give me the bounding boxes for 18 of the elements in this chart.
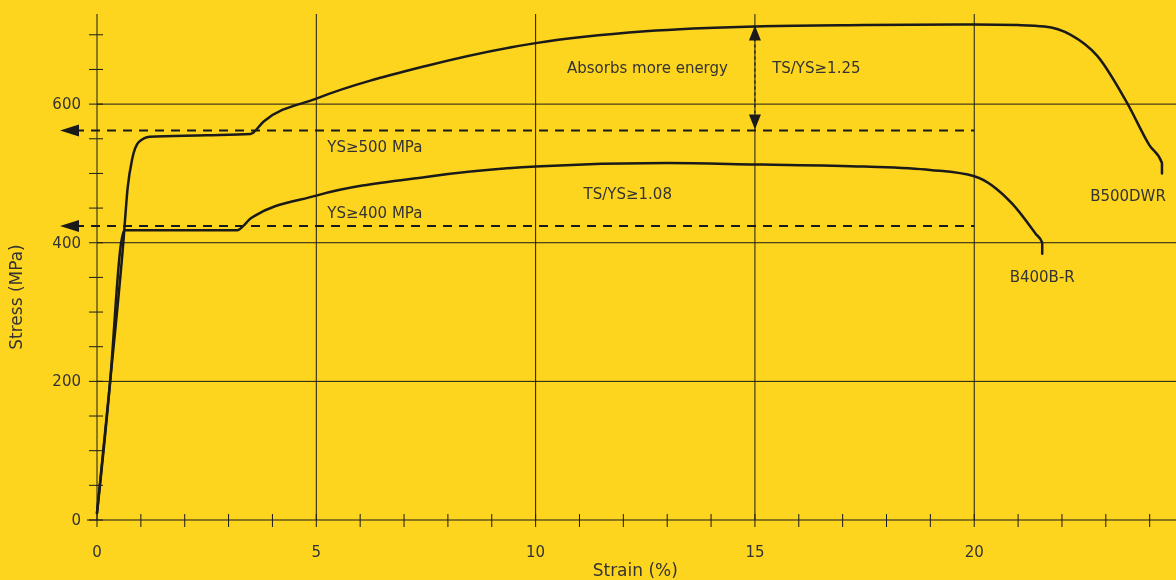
y-tick-label: 600 [52,95,81,114]
ref-line-label: YS≥400 MPa [326,204,423,223]
ref-line-label: YS≥500 MPa [326,138,423,157]
x-axis-title: Strain (%) [592,560,678,580]
x-tick-label: 20 [964,543,984,561]
y-tick-label: 0 [71,511,81,529]
x-tick-label: 15 [745,543,765,561]
x-tick-label: 0 [92,543,102,561]
annotation: TS/YS≥1.08 [582,185,672,204]
y-axis-title: Stress (MPa) [6,244,26,350]
x-tick-label: 10 [526,543,546,561]
series-label: B500DWR [1090,187,1166,206]
y-tick-label: 400 [52,233,81,252]
y-tick-label: 200 [52,372,81,391]
series-label: B400B-R [1009,267,1075,286]
annotation: TS/YS≥1.25 [771,59,861,78]
x-tick-label: 5 [311,543,322,561]
annotation: Absorbs more energy [567,59,729,78]
